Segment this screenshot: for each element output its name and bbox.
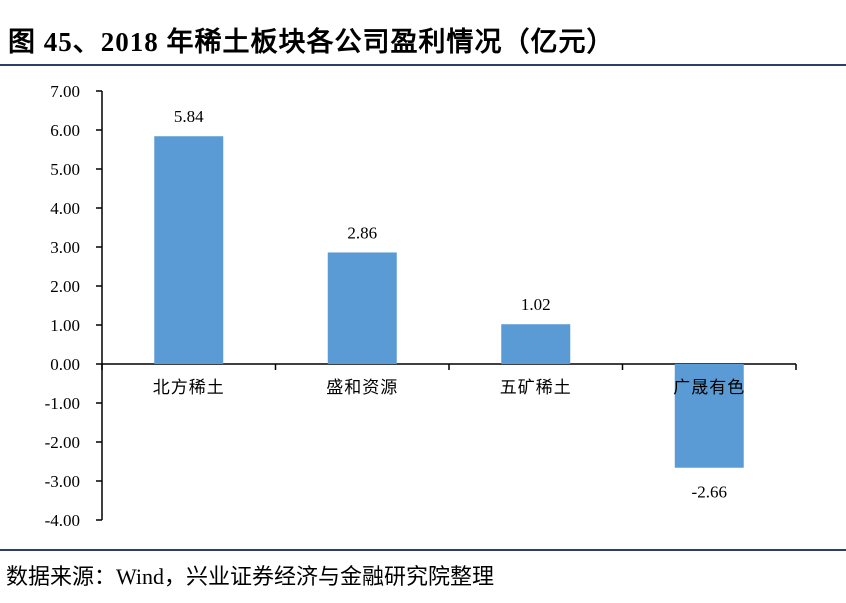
bar — [154, 136, 224, 364]
y-tick-label: 3.00 — [50, 238, 80, 257]
y-tick-label: 6.00 — [50, 121, 80, 140]
data-label: 2.86 — [347, 223, 377, 242]
y-tick-label: 0.00 — [50, 355, 80, 374]
bottom-rule — [0, 549, 846, 551]
x-category-label: 北方稀土 — [153, 378, 225, 397]
y-tick-label: -2.00 — [45, 433, 80, 452]
top-rule — [0, 64, 846, 66]
y-tick-label: 4.00 — [50, 199, 80, 218]
data-label: 1.02 — [521, 295, 551, 314]
data-label: -2.66 — [692, 483, 727, 502]
y-tick-label: 7.00 — [50, 82, 80, 101]
chart-title: 图 45、2018 年稀土板块各公司盈利情况（亿元） — [8, 27, 615, 57]
x-category-label: 盛和资源 — [326, 378, 398, 397]
data-label: 5.84 — [174, 107, 204, 126]
bar — [674, 364, 744, 468]
y-tick-label: 1.00 — [50, 316, 80, 335]
x-category-label: 广晟有色 — [673, 378, 745, 397]
y-tick-label: -4.00 — [45, 511, 80, 530]
y-tick-label: -1.00 — [45, 394, 80, 413]
bar — [501, 324, 571, 364]
y-tick-label: 5.00 — [50, 160, 80, 179]
source-note: 数据来源：Wind，兴业证券经济与金融研究院整理 — [6, 564, 494, 589]
bar — [327, 252, 397, 364]
x-category-label: 五矿稀土 — [500, 378, 572, 397]
y-tick-label: -3.00 — [45, 472, 80, 491]
y-tick-label: 2.00 — [50, 277, 80, 296]
